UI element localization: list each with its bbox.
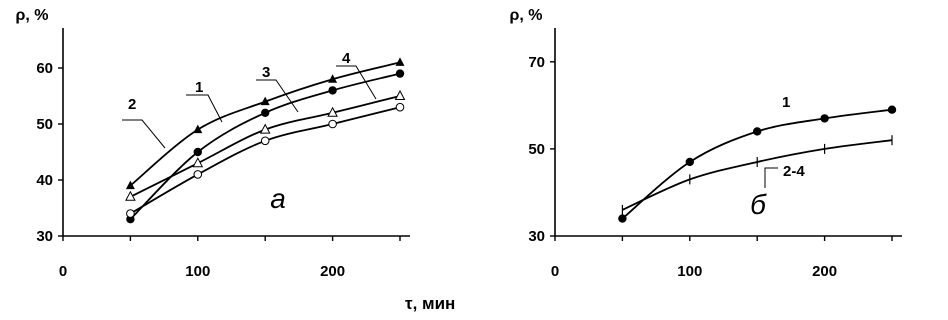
panel-2-y-tick-label: 70	[528, 54, 545, 71]
panel-1-y-axis-title: ρ, %	[15, 7, 48, 24]
panel-1-series-4-leader	[336, 65, 377, 100]
panel-1-series-4-point	[259, 123, 271, 134]
panel-1-series-2-point	[125, 180, 135, 190]
panel-2-series-1-point	[685, 157, 694, 167]
panel-1-y-tick-label: 50	[36, 116, 53, 133]
panel-2-series-1-label: 1	[782, 94, 790, 111]
panel-1-series-2-leader	[122, 119, 166, 149]
panel-1-series-4-point	[192, 157, 204, 168]
panel-1-series-3-point	[395, 102, 405, 112]
panel-1-series-3-line	[129, 106, 401, 215]
panel-1-series-1-label: 1	[195, 79, 203, 96]
panel-1-series-4-label: 4	[342, 50, 351, 67]
panel-1-y-tick-label: 40	[36, 172, 53, 189]
panel-1-series-1-point	[395, 69, 405, 78]
panel-1-series-2-point	[395, 57, 405, 66]
panel-1-series-3-point	[260, 136, 270, 146]
panel-1-series-2-point	[193, 124, 203, 134]
panel-1-series-1-line	[129, 72, 401, 220]
panel-1-series-1-point	[193, 147, 202, 157]
panel-2-x-tick-label: 200	[812, 263, 837, 280]
panel-1-panel-label: а	[270, 183, 286, 214]
panel-2-y-axis-title: ρ, %	[509, 7, 542, 24]
panel-2-panel-label: б	[750, 189, 767, 220]
panel-2-x-tick-label: 100	[677, 263, 702, 280]
panel-1-series-4-point	[327, 106, 338, 117]
panel-1-series-3-point	[328, 119, 337, 129]
x-axis-title: τ, мин	[405, 294, 456, 313]
panel-2-series-2-4-label: 2-4	[783, 163, 805, 180]
panel-2-series-1-point	[887, 105, 897, 114]
panel-1-series-1-leader	[186, 94, 223, 123]
panel-2-series-1-point	[618, 214, 627, 223]
panel-1-series-3-point	[193, 170, 203, 179]
panel-2-y-tick-label: 30	[528, 228, 545, 245]
panel-1-series-3-point	[126, 209, 135, 218]
panel-2-series-1-point	[820, 114, 829, 123]
panel-1-series-3-leader	[256, 79, 299, 113]
panel-1-series-2-point	[328, 74, 338, 83]
panel-1-series-4-point	[125, 190, 136, 201]
panel-1-x-tick-label: 0	[59, 263, 67, 280]
panel-1-series-3-label: 3	[262, 64, 270, 81]
panel-1-y-tick-label: 60	[36, 60, 53, 77]
panel-2-series-2-4-leader	[764, 167, 778, 188]
panel-1-series-1-point	[261, 108, 270, 118]
panel-1-series-1-point	[328, 86, 337, 95]
panel-1-series-2-label: 2	[128, 96, 136, 113]
panel-2-y-tick-label: 50	[528, 141, 545, 158]
panel-1-y-tick-label: 30	[36, 228, 53, 245]
panel-1-x-tick-label: 200	[320, 263, 345, 280]
panel-2-series-1-point	[753, 127, 762, 136]
panel-1-series-2-point	[260, 96, 270, 106]
panel-2-x-tick-label: 0	[551, 263, 559, 280]
panel-1-series-4-point	[394, 89, 406, 100]
panel-1-x-tick-label: 100	[185, 263, 210, 280]
